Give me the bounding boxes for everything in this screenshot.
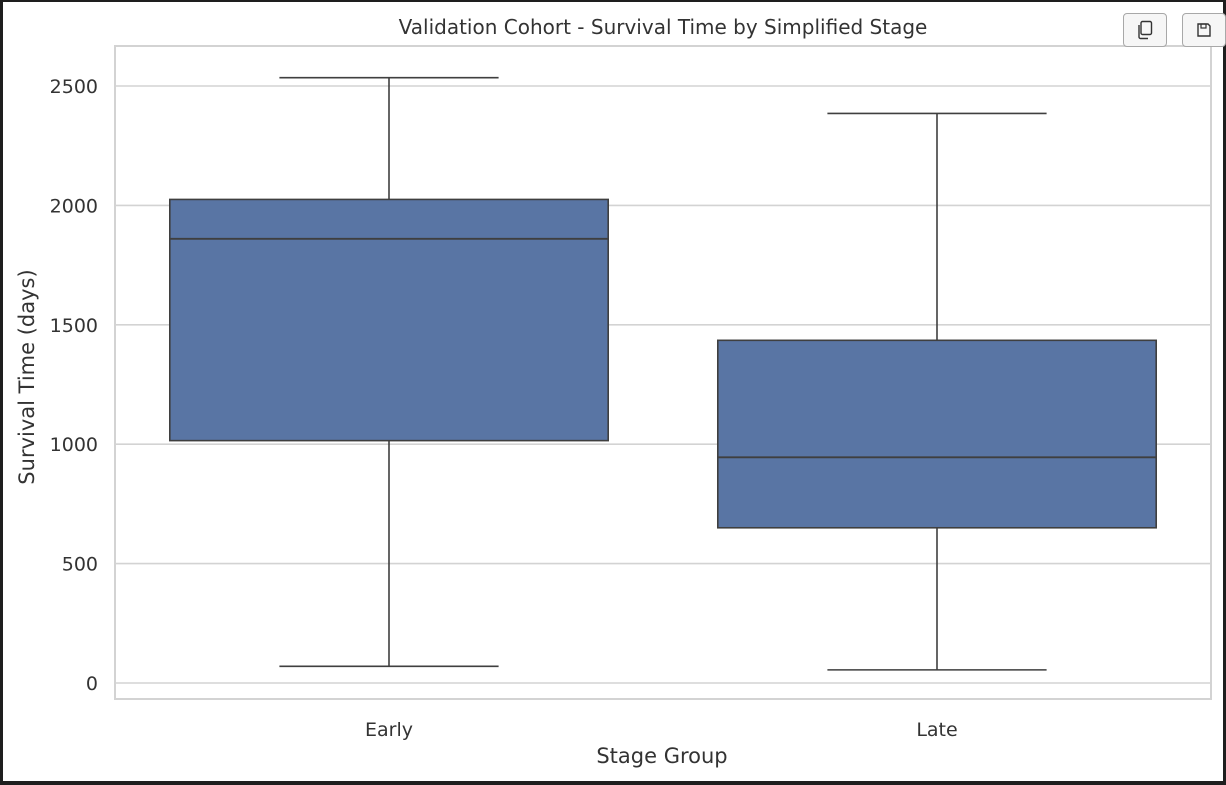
box-early xyxy=(169,198,609,442)
plot-area: 0 500 1000 1500 2000 2500 Early Late xyxy=(50,45,1212,741)
x-axis-label: Stage Group xyxy=(596,744,727,768)
x-tick-label: Early xyxy=(365,719,413,741)
y-axis-label: Survival Time (days) xyxy=(15,269,39,484)
y-tick-label: 2500 xyxy=(50,76,98,98)
x-tick-label: Late xyxy=(916,719,957,741)
save-icon xyxy=(1197,23,1211,37)
chart-svg: Validation Cohort - Survival Time by Sim… xyxy=(15,15,1212,768)
plot-border xyxy=(114,45,1212,700)
copy-icon xyxy=(1138,20,1153,40)
y-tick-label: 2000 xyxy=(50,195,98,217)
box-late xyxy=(716,339,1157,529)
copy-button[interactable] xyxy=(1123,13,1167,47)
y-tick-label: 1000 xyxy=(50,434,98,456)
y-tick-label: 500 xyxy=(62,554,98,576)
chart-title: Validation Cohort - Survival Time by Sim… xyxy=(399,15,928,39)
save-button[interactable] xyxy=(1182,13,1226,47)
y-tick-label: 1500 xyxy=(50,315,98,337)
y-tick-label: 0 xyxy=(86,673,98,695)
